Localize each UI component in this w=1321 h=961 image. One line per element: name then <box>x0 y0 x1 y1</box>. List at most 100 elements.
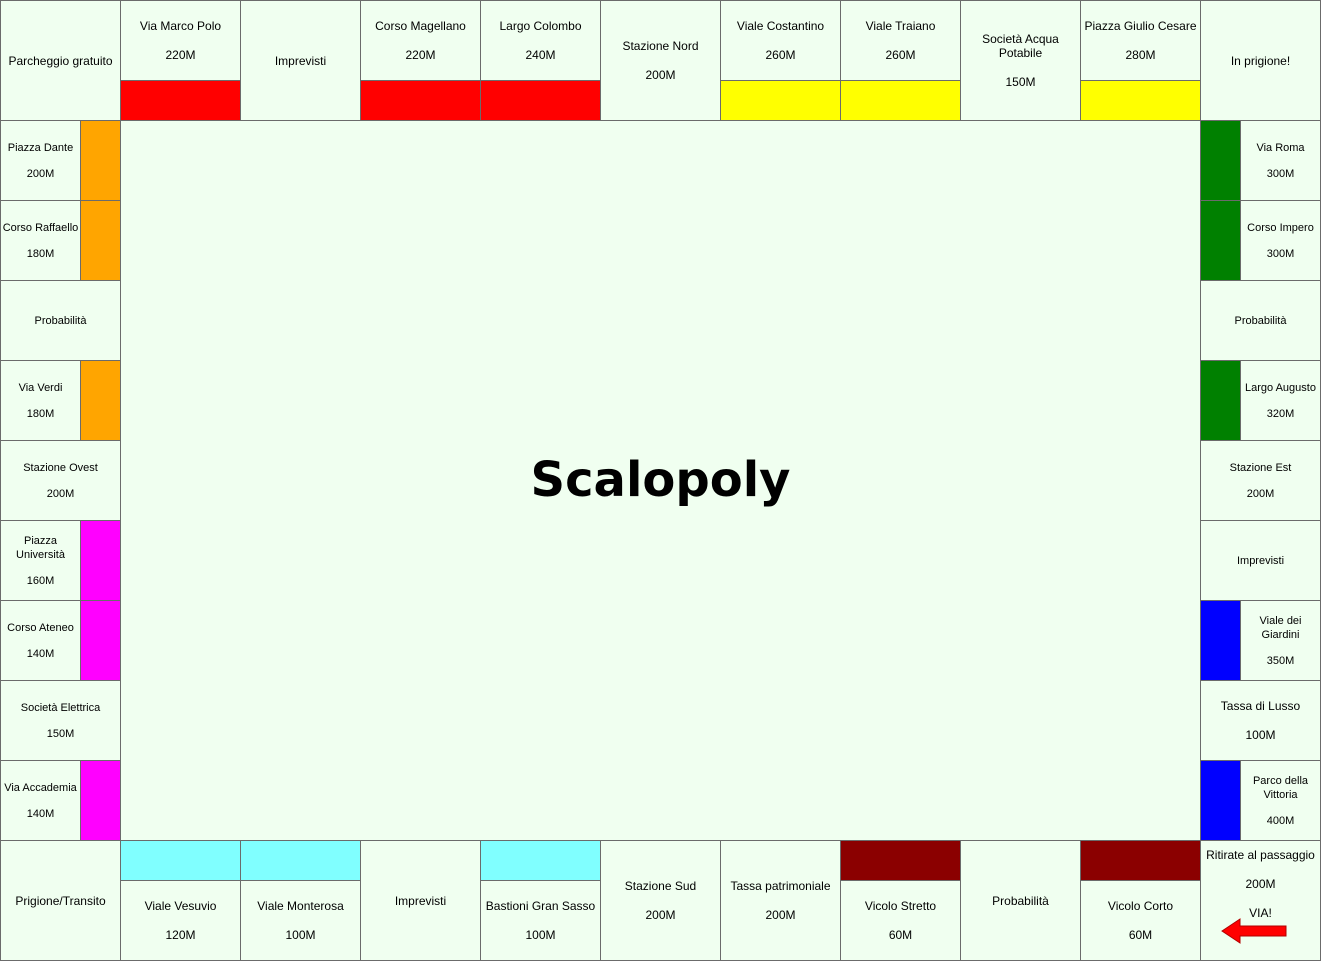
space-name: Corso Raffaello <box>2 221 79 234</box>
space-price: 240M <box>525 48 556 62</box>
space-bottom-8[interactable]: Vicolo Corto 60M <box>1080 880 1201 961</box>
space-name: Imprevisti <box>274 53 327 68</box>
space-name: Via Roma <box>1256 141 1305 154</box>
space-top-1[interactable]: Imprevisti <box>240 0 361 121</box>
space-price: 200M <box>1246 487 1275 500</box>
space-name: Società Acqua Potabile <box>982 32 1059 60</box>
color-band-orange <box>80 120 121 201</box>
space-right-5[interactable]: Imprevisti <box>1200 520 1321 601</box>
space-name: Viale Vesuvio <box>144 899 217 913</box>
corner-go[interactable]: Ritirate al passaggio 200M VIA! <box>1200 840 1321 961</box>
space-left-0[interactable]: Piazza Dante 200M <box>0 120 81 201</box>
space-bottom-0[interactable]: Viale Vesuvio 120M <box>120 880 241 961</box>
space-name: Piazza Giulio Cesare <box>1084 19 1197 33</box>
space-left-2[interactable]: Probabilità <box>0 280 121 361</box>
space-left-3[interactable]: Via Verdi 180M <box>0 360 81 441</box>
corner-free-parking[interactable]: Parcheggio gratuito <box>0 0 121 121</box>
color-band-maroon <box>840 840 961 881</box>
space-name: Corso Magellano <box>375 19 466 33</box>
space-name: Vicolo Corto <box>1107 899 1174 913</box>
space-price: 200M <box>645 68 676 82</box>
space-right-7[interactable]: Tassa di Lusso 100M <box>1200 680 1321 761</box>
space-price: 150M <box>46 727 75 740</box>
space-top-2[interactable]: Corso Magellano 220M <box>360 0 481 81</box>
space-left-1[interactable]: Corso Raffaello 180M <box>0 200 81 281</box>
space-left-7[interactable]: Società Elettrica 150M <box>0 680 121 761</box>
space-price: 180M <box>26 247 55 260</box>
space-right-6[interactable]: Viale dei Giardini 350M <box>1240 600 1321 681</box>
space-name: Imprevisti <box>1236 554 1285 567</box>
space-price: 60M <box>1128 928 1153 942</box>
space-price: 140M <box>26 807 55 820</box>
space-left-5[interactable]: Piazza Università 160M <box>0 520 81 601</box>
space-name: Stazione Nord <box>622 39 699 53</box>
space-name: Viale dei Giardini <box>1259 614 1302 641</box>
space-bottom-5[interactable]: Tassa patrimoniale 200M <box>720 840 841 961</box>
space-price: 100M <box>525 928 556 942</box>
space-right-8[interactable]: Parco della Vittoria 400M <box>1240 760 1321 841</box>
space-name: Stazione Ovest <box>23 461 98 474</box>
space-top-0[interactable]: Via Marco Polo 220M <box>120 0 241 81</box>
space-name: Imprevisti <box>394 893 447 908</box>
space-price: 300M <box>1266 167 1295 180</box>
space-price: 200M <box>645 908 676 922</box>
space-bottom-6[interactable]: Vicolo Stretto 60M <box>840 880 961 961</box>
space-right-1[interactable]: Corso Impero 300M <box>1240 200 1321 281</box>
space-price: 60M <box>888 928 913 942</box>
space-price: 220M <box>165 48 196 62</box>
space-name: Tassa patrimoniale <box>730 879 831 893</box>
space-name: Largo Colombo <box>499 19 582 33</box>
color-band-yellow <box>840 80 961 121</box>
space-bottom-1[interactable]: Viale Monterosa 100M <box>240 880 361 961</box>
space-price: 400M <box>1266 814 1295 827</box>
corner-go-amount: 200M <box>1245 877 1276 891</box>
space-top-5[interactable]: Viale Costantino 260M <box>720 0 841 81</box>
space-left-4[interactable]: Stazione Ovest 200M <box>0 440 121 521</box>
space-top-7[interactable]: Società Acqua Potabile 150M <box>960 0 1081 121</box>
color-band-yellow <box>1080 80 1201 121</box>
go-arrow-icon <box>1221 918 1287 944</box>
corner-go-to-jail[interactable]: In prigione! <box>1200 0 1321 121</box>
space-price: 260M <box>885 48 916 62</box>
space-right-2[interactable]: Probabilità <box>1200 280 1321 361</box>
space-name: Vicolo Stretto <box>864 899 937 913</box>
color-band-red <box>480 80 601 121</box>
space-name: Stazione Sud <box>624 879 697 893</box>
space-bottom-3[interactable]: Bastioni Gran Sasso 100M <box>480 880 601 961</box>
color-band-magenta <box>80 520 121 601</box>
color-band-red <box>360 80 481 121</box>
space-bottom-7[interactable]: Probabilità <box>960 840 1081 961</box>
space-name: Largo Augusto <box>1245 381 1316 394</box>
space-bottom-4[interactable]: Stazione Sud 200M <box>600 840 721 961</box>
space-price: 300M <box>1266 247 1295 260</box>
space-name: Corso Impero <box>1247 221 1314 234</box>
space-top-6[interactable]: Viale Traiano 260M <box>840 0 961 81</box>
space-right-4[interactable]: Stazione Est 200M <box>1200 440 1321 521</box>
color-band-cyan <box>240 840 361 881</box>
space-top-4[interactable]: Stazione Nord 200M <box>600 0 721 121</box>
color-band-magenta <box>80 600 121 681</box>
space-top-3[interactable]: Largo Colombo 240M <box>480 0 601 81</box>
space-top-8[interactable]: Piazza Giulio Cesare 280M <box>1080 0 1201 81</box>
space-name: Viale Monterosa <box>257 899 344 913</box>
space-left-6[interactable]: Corso Ateneo 140M <box>0 600 81 681</box>
color-band-green <box>1200 200 1241 281</box>
color-band-cyan <box>120 840 241 881</box>
color-band-maroon <box>1080 840 1201 881</box>
space-right-3[interactable]: Largo Augusto 320M <box>1240 360 1321 441</box>
space-price: 140M <box>26 647 55 660</box>
space-right-0[interactable]: Via Roma 300M <box>1240 120 1321 201</box>
color-band-yellow <box>720 80 841 121</box>
color-band-blue <box>1200 760 1241 841</box>
corner-jail[interactable]: Prigione/Transito <box>0 840 121 961</box>
space-price: 200M <box>46 487 75 500</box>
space-price: 120M <box>165 928 196 942</box>
space-price: 180M <box>26 407 55 420</box>
space-left-8[interactable]: Via Accademia 140M <box>0 760 81 841</box>
color-band-blue <box>1200 600 1241 681</box>
space-name: Stazione Est <box>1229 461 1292 474</box>
space-name: Probabilità <box>34 314 87 327</box>
space-bottom-2[interactable]: Imprevisti <box>360 840 481 961</box>
space-name: Corso Ateneo <box>7 621 74 634</box>
space-price: 200M <box>26 167 55 180</box>
